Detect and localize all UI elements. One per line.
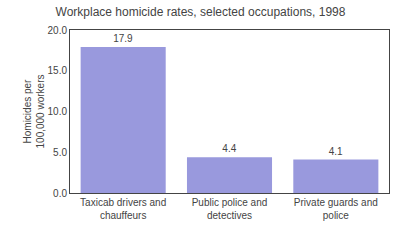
svg-text:Taxicab drivers andchauffeurs: Taxicab drivers andchauffeurs	[80, 197, 166, 221]
svg-text:Public police anddetectives: Public police anddetectives	[192, 197, 268, 221]
svg-text:4.4: 4.4	[222, 143, 236, 154]
svg-text:Workplace homicide rates, sele: Workplace homicide rates, selected occup…	[56, 5, 346, 19]
svg-text:20.0: 20.0	[48, 25, 68, 36]
svg-text:5.0: 5.0	[53, 147, 67, 158]
svg-text:10.0: 10.0	[48, 106, 68, 117]
svg-text:0.0: 0.0	[53, 188, 67, 199]
svg-text:4.1: 4.1	[329, 146, 343, 157]
svg-text:Homicides per100,000 workers: Homicides per100,000 workers	[22, 75, 46, 149]
svg-text:Private guards andpolice: Private guards andpolice	[294, 197, 378, 221]
svg-text:17.9: 17.9	[113, 33, 133, 44]
svg-text:15.0: 15.0	[48, 65, 68, 76]
